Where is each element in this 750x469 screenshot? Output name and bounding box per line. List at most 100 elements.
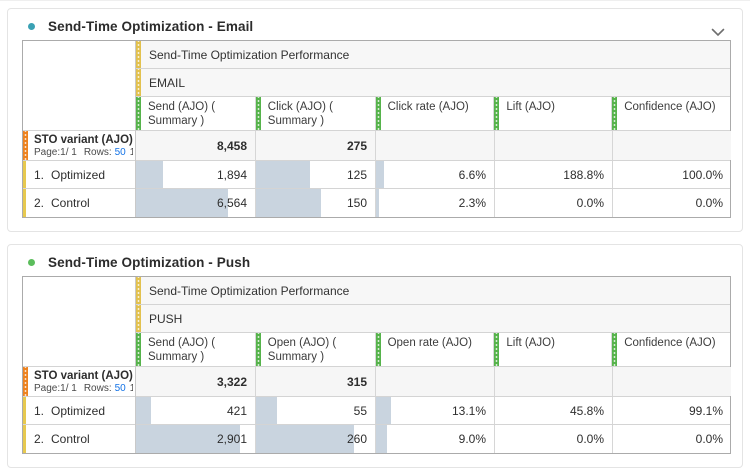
summary-cell (376, 131, 495, 160)
summary-cell: 315 (256, 367, 376, 396)
group-header-cell: Send-Time Optimization Performance (136, 277, 730, 305)
row-index: 2. (34, 432, 45, 446)
column-header-marker-strip (494, 333, 500, 366)
column-header-cell[interactable]: Click (AJO) (Summary ) (255, 97, 376, 130)
cell-value: 13.1% (451, 403, 486, 418)
column-header-cell[interactable]: Lift (AJO) (494, 333, 613, 366)
summary-row: 3,322 315 (136, 367, 731, 397)
column-header-marker-strip (612, 333, 618, 366)
row-range: 1-2 of 2 (130, 147, 133, 158)
column-header-cell[interactable]: Lift (AJO) (494, 97, 613, 130)
channel-cell: EMAIL (136, 69, 730, 97)
row-label-cell[interactable]: 2. Control (23, 425, 135, 453)
row-header-column: STO variant (AJO) ( Summary )Page:1/ 1 Ro… (23, 41, 136, 217)
column-header-cell[interactable]: Send (AJO) (Summary ) (136, 333, 256, 366)
value-cell: 0.0% (613, 189, 731, 217)
cell-value: 45.8% (569, 403, 604, 418)
cell-value: 0.0% (695, 432, 723, 446)
rows-per-page-link[interactable]: 50 (114, 147, 126, 158)
cell-value: 9.0% (458, 432, 486, 446)
page-value: 1/ 1 (60, 383, 77, 394)
cell-value: 188.8% (563, 167, 604, 182)
pagination: Page:1/ 1 Rows:50 1-2 of 2 (34, 147, 133, 158)
summary-value: 275 (346, 138, 367, 153)
summary-value: 8,458 (216, 138, 247, 153)
sto-table-push: STO variant (AJO) ( Summary )Page:1/ 1 Ro… (22, 276, 731, 454)
row-index: 1. (34, 403, 45, 418)
column-header-marker-strip (136, 333, 141, 366)
row-label-cell[interactable]: 2. Control (23, 189, 135, 217)
panel-email: Send-Time Optimization - Email STO varia… (7, 8, 743, 232)
rows-label: Rows: (83, 383, 112, 394)
column-header-row: Send (AJO) (Summary ) Open (AJO) (Summary… (136, 333, 730, 367)
summary-cell: 8,458 (136, 131, 256, 160)
column-header-line1: Send (AJO) ( (148, 101, 216, 113)
table-data-section: Send-Time Optimization Performance PUSH Se… (136, 277, 731, 453)
column-header-line1: Lift (AJO) (506, 337, 555, 349)
summary-cell: 3,322 (136, 367, 256, 396)
summary-cell (495, 131, 613, 160)
summary-cell (495, 367, 613, 396)
cell-value: 0.0% (576, 196, 604, 210)
channel-label: EMAIL (149, 75, 186, 90)
column-header-line1: Click rate (AJO) (387, 101, 469, 113)
row-label-cell[interactable]: 1. Optimized (23, 161, 135, 189)
value-cell: 125 (256, 161, 376, 188)
cell-bar (376, 397, 392, 424)
cell-value: 1,894 (216, 167, 247, 182)
column-header-cell[interactable]: Confidence (AJO) (612, 333, 730, 366)
cell-value: 55 (353, 403, 367, 418)
group-header-cell: Send-Time Optimization Performance (136, 41, 730, 69)
column-header-marker-strip (136, 97, 141, 130)
column-header-cell[interactable]: Send (AJO) ( Summary ) (136, 97, 256, 130)
row-label-marker-strip (23, 189, 26, 217)
value-cell: 45.8% (495, 397, 613, 424)
row-index: 1. (34, 167, 45, 182)
cell-value: 2,901 (216, 432, 247, 446)
panel-bullet-icon (28, 258, 35, 266)
value-cell: 6.6% (376, 161, 495, 188)
channel-cell: PUSH (136, 305, 730, 333)
column-header-line1: Confidence (AJO) (624, 101, 716, 113)
panel-push-header: Send-Time Optimization - Push (22, 245, 742, 276)
cell-bar (136, 161, 163, 188)
column-header-cell[interactable]: Click rate (AJO) (375, 97, 495, 130)
value-cell: 1,894 (136, 161, 256, 188)
column-header-line2: Summary ) (148, 115, 205, 127)
cell-bar (376, 161, 384, 188)
cell-bar (256, 161, 311, 188)
column-header-cell[interactable]: Open (AJO) (Summary ) (255, 333, 376, 366)
row-range: 1-2 of 2 (130, 383, 133, 394)
column-header-cell[interactable]: Confidence (AJO) (612, 97, 730, 130)
column-header-marker-strip (255, 333, 261, 366)
value-cell: 150 (256, 189, 376, 217)
chevron-down-icon[interactable] (711, 24, 725, 42)
cell-bar (376, 189, 379, 217)
row-header-title: STO variant (AJO) ( Summary ) (34, 134, 133, 146)
channel-label: PUSH (149, 311, 183, 326)
value-cell: 0.0% (613, 425, 731, 453)
table-row: 1,894 125 6.6% 188.8% 100.0% (136, 161, 730, 189)
group-header-label: Send-Time Optimization Performance (149, 283, 350, 298)
column-header-row: Send (AJO) ( Summary ) Click (AJO) (Summar… (136, 97, 730, 131)
column-header-cell[interactable]: Open rate (AJO) (375, 333, 495, 366)
row-header-title: STO variant (AJO) ( Summary ) (34, 370, 133, 382)
row-label: Control (51, 196, 90, 210)
summary-cell (613, 367, 731, 396)
column-header-line1: Click (AJO) ( (267, 101, 333, 113)
row-index: 2. (34, 196, 45, 210)
value-cell: 2,901 (136, 425, 256, 453)
cell-value: 125 (346, 167, 367, 182)
cell-bar (136, 397, 152, 424)
cell-value: 421 (226, 403, 247, 418)
row-label: Optimized (51, 403, 106, 418)
table-corner-cell (23, 41, 135, 131)
table-row: 421 55 13.1% 45.8% 99.1% (136, 397, 730, 425)
cell-bar (136, 425, 240, 453)
column-header-marker-strip (375, 97, 381, 130)
cell-value: 100.0% (682, 167, 723, 182)
rows-per-page-link[interactable]: 50 (114, 383, 126, 394)
row-label-cell[interactable]: 1. Optimized (23, 397, 135, 425)
value-cell: 99.1% (613, 397, 731, 424)
